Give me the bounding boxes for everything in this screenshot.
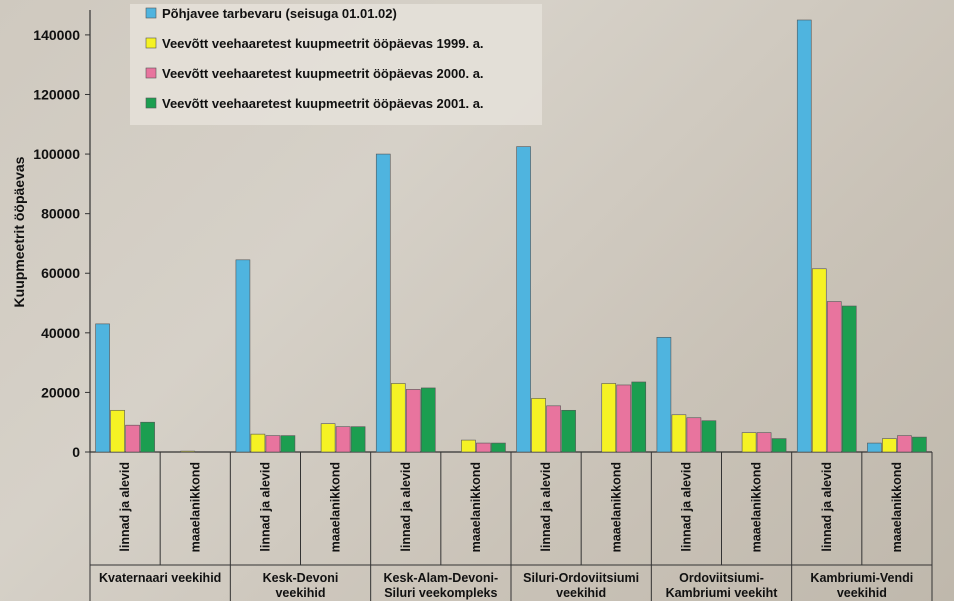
bar bbox=[461, 439, 476, 453]
bar bbox=[912, 436, 927, 453]
bar bbox=[811, 268, 827, 453]
group-label: Ordoviitsiumi- bbox=[679, 571, 764, 585]
category-label: maaelanikkond bbox=[609, 462, 623, 552]
category-label: linnad ja alevid bbox=[258, 462, 272, 552]
bar bbox=[405, 389, 421, 453]
bar bbox=[390, 383, 406, 453]
bars bbox=[95, 19, 927, 453]
bar bbox=[125, 424, 140, 453]
bar bbox=[110, 409, 125, 453]
y-axis-label: Kuupmeetrit ööpäevas bbox=[11, 156, 27, 307]
bar bbox=[771, 438, 787, 453]
bar bbox=[420, 387, 436, 453]
y-tick-label: 120000 bbox=[33, 86, 80, 102]
bar bbox=[546, 405, 561, 453]
legend-swatch bbox=[145, 67, 157, 79]
bar bbox=[476, 442, 491, 453]
category-label: linnad ja alevid bbox=[539, 462, 553, 552]
bar bbox=[140, 421, 155, 453]
category-label: linnad ja alevid bbox=[679, 462, 693, 552]
y-tick-label: 40000 bbox=[41, 325, 80, 341]
y-tick-label: 140000 bbox=[33, 27, 80, 43]
bar bbox=[741, 432, 757, 453]
group-label: veekihid bbox=[275, 586, 325, 600]
bar bbox=[882, 438, 897, 453]
bar bbox=[841, 305, 857, 453]
bar bbox=[265, 435, 281, 453]
category-label: maaelanikkond bbox=[329, 462, 343, 552]
y-tick-label: 80000 bbox=[41, 206, 80, 222]
bar bbox=[826, 301, 842, 453]
y-tick-label: 0 bbox=[72, 444, 80, 460]
category-label: maaelanikkond bbox=[750, 462, 764, 552]
bar bbox=[250, 433, 266, 453]
legend-swatch bbox=[145, 7, 157, 19]
group-label: Kesk-Alam-Devoni- bbox=[384, 571, 499, 585]
y-tick-label: 20000 bbox=[41, 384, 80, 400]
legend-label: Veevõtt veehaaretest kuupmeetrit ööpäeva… bbox=[162, 96, 484, 111]
bar bbox=[671, 414, 687, 453]
bar bbox=[561, 409, 576, 453]
group-label: Kesk-Devoni bbox=[263, 571, 339, 585]
group-label: veekihid bbox=[556, 586, 606, 600]
group-label: Kambriumi veekiht bbox=[666, 586, 779, 600]
bar bbox=[180, 450, 196, 453]
group-label: Kambriumi-Vendi bbox=[810, 571, 913, 585]
bar bbox=[897, 435, 912, 453]
legend-label: Põhjavee tarbevaru (seisuga 01.01.02) bbox=[162, 6, 397, 21]
y-tick-label: 60000 bbox=[41, 265, 80, 281]
bar bbox=[375, 153, 391, 453]
legend-label: Veevõtt veehaaretest kuupmeetrit ööpäeva… bbox=[162, 66, 484, 81]
y-tick-label: 100000 bbox=[33, 146, 80, 162]
group-label: Siluri veekompleks bbox=[384, 586, 497, 600]
group-label: Kvaternaari veekihid bbox=[99, 571, 221, 585]
legend-label: Veevõtt veehaaretest kuupmeetrit ööpäeva… bbox=[162, 36, 484, 51]
category-label: maaelanikkond bbox=[890, 462, 904, 552]
bar bbox=[95, 323, 110, 453]
group-label: veekihid bbox=[837, 586, 887, 600]
category-label: linnad ja alevid bbox=[820, 462, 834, 552]
bar bbox=[656, 336, 672, 453]
axes: 0 20000 40000 60000 80000 100000 120000 140000 bbox=[33, 10, 933, 601]
category-label: linnad ja alevid bbox=[118, 462, 132, 552]
bar bbox=[235, 259, 251, 453]
bar bbox=[531, 398, 546, 453]
bar bbox=[491, 442, 506, 453]
bar bbox=[516, 146, 531, 453]
legend: Põhjavee tarbevaru (seisuga 01.01.02) Vee… bbox=[130, 4, 542, 125]
bar bbox=[320, 423, 336, 453]
bar bbox=[631, 381, 647, 453]
bar bbox=[686, 417, 702, 453]
bar bbox=[867, 442, 882, 453]
bar bbox=[616, 384, 632, 453]
legend-background bbox=[130, 4, 542, 125]
bar bbox=[756, 432, 772, 453]
category-label: maaelanikkond bbox=[469, 462, 483, 552]
category-label: linnad ja alevid bbox=[399, 462, 413, 552]
bar bbox=[350, 426, 366, 453]
bar bbox=[796, 19, 812, 453]
category-labels: linnad ja alevid maaelanikkond linnad ja a… bbox=[99, 462, 913, 600]
bar bbox=[335, 426, 351, 453]
legend-swatch bbox=[145, 37, 157, 49]
bar bbox=[280, 435, 296, 453]
bar bbox=[701, 420, 717, 453]
bar bbox=[601, 383, 617, 453]
legend-swatch bbox=[145, 97, 157, 109]
category-label: maaelanikkond bbox=[188, 462, 202, 552]
group-label: Siluri-Ordoviitsiumi bbox=[523, 571, 639, 585]
